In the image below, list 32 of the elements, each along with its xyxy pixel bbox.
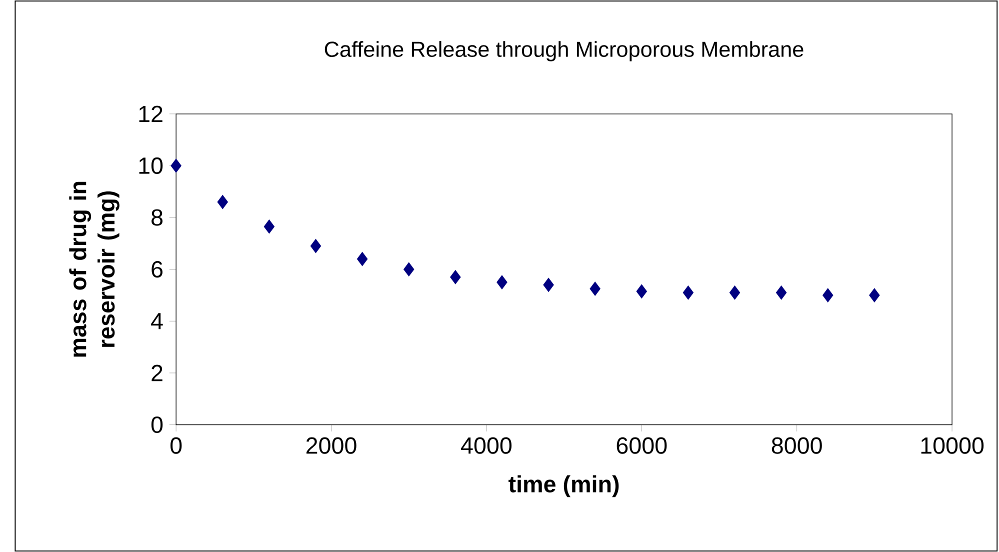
x-tick-label: 10000 — [921, 437, 984, 454]
y-tick-label: 10 — [139, 157, 163, 174]
point — [776, 286, 787, 300]
y-tick-label: 12 — [139, 106, 162, 122]
y-tick-label: 6 — [152, 261, 162, 278]
point — [590, 282, 600, 296]
point — [682, 286, 694, 300]
y-axis-title: mass of drug in reservoir (mg) — [69, 182, 120, 357]
y-tick-label: 8 — [152, 209, 163, 226]
point — [869, 288, 880, 302]
point — [356, 252, 368, 266]
point — [217, 194, 228, 210]
x-tick-label: 0 — [170, 437, 182, 454]
point — [636, 284, 647, 298]
x-tick-label: 2000 — [306, 437, 356, 454]
point — [729, 286, 740, 300]
x-tick-label: 8000 — [772, 437, 822, 454]
chart-title: Caffeine Release through Microporous Membrane — [324, 41, 804, 62]
point — [310, 239, 322, 254]
point — [822, 288, 834, 302]
x-tick-label: 6000 — [616, 437, 667, 454]
y-tick-label: 4 — [151, 313, 163, 330]
point — [404, 262, 414, 276]
point — [264, 220, 275, 234]
y-tick-label: 2 — [152, 364, 162, 382]
x-tick-label: 4000 — [461, 437, 512, 454]
x-axis-title: time (min) — [508, 475, 619, 498]
y-tick-label: 0 — [151, 416, 163, 434]
point — [543, 278, 554, 292]
point — [450, 270, 461, 284]
point — [496, 275, 508, 290]
point — [170, 158, 182, 173]
